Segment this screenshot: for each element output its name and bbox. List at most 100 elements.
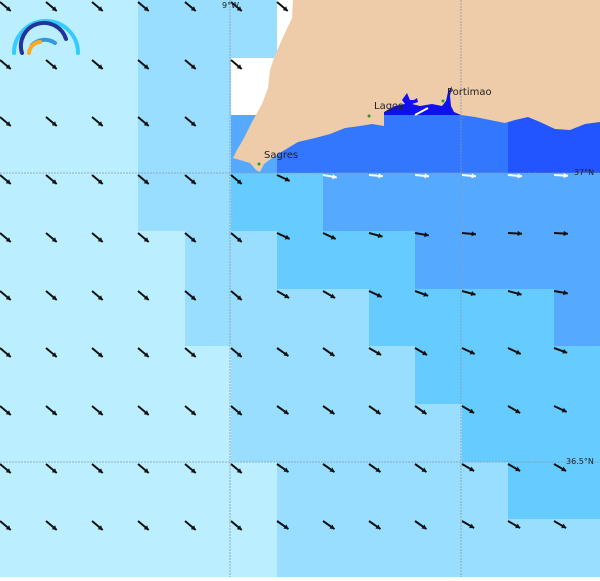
wind-arrow <box>184 116 197 127</box>
wind-arrow <box>184 347 197 358</box>
wind-arrow <box>137 59 150 70</box>
wind-cell <box>462 115 509 174</box>
wind-arrow <box>91 290 104 301</box>
wind-cell <box>462 404 509 463</box>
wind-arrow <box>230 463 243 474</box>
wind-arrow <box>368 347 382 356</box>
wind-arrow <box>230 405 243 416</box>
wind-cell <box>554 519 600 578</box>
wind-arrow <box>368 405 382 415</box>
wind-arrow <box>0 290 12 301</box>
wind-cell <box>415 519 463 578</box>
wind-cell <box>508 404 555 463</box>
bay <box>384 86 461 115</box>
wind-arrow <box>322 347 336 357</box>
wind-arrow <box>276 290 290 299</box>
wind-arrow <box>322 520 336 530</box>
wind-arrow <box>276 463 290 473</box>
latitude-label-36-5: 36.5°N <box>566 457 594 466</box>
wind-arrow <box>184 405 197 416</box>
wind-arrow <box>461 405 475 414</box>
wind-arrow <box>276 347 290 357</box>
wind-arrow <box>137 290 150 301</box>
wind-arrow <box>368 520 382 530</box>
wind-arrow <box>184 1 197 12</box>
wind-arrow <box>461 290 476 297</box>
wind-cell <box>415 173 463 232</box>
wind-cell <box>277 462 324 520</box>
longitude-label: 9°W <box>222 1 239 10</box>
wind-arrow <box>322 290 336 299</box>
wind-cell <box>462 346 509 405</box>
wind-cell <box>462 173 509 232</box>
wind-cell <box>462 231 509 290</box>
wind-cell <box>277 173 324 232</box>
wind-arrow <box>45 1 58 12</box>
wind-cell <box>369 346 416 405</box>
wind-cell <box>554 346 600 405</box>
wind-arrow <box>184 232 197 243</box>
wind-arrow <box>91 463 104 474</box>
wind-arrow <box>0 59 12 70</box>
wind-arrow <box>0 174 12 185</box>
wind-arrow <box>553 463 567 472</box>
wind-cell <box>554 289 600 347</box>
wind-cell <box>508 462 555 520</box>
wind-arrow <box>414 405 428 415</box>
wind-arrow <box>414 520 428 530</box>
wind-arrow <box>414 173 430 179</box>
wind-arrow <box>414 107 429 116</box>
wind-cell <box>415 346 463 405</box>
wind-arrow <box>137 174 150 185</box>
wind-cell <box>462 462 509 520</box>
wind-arrow <box>276 405 290 415</box>
land <box>233 0 600 172</box>
wind-arrow <box>137 116 150 127</box>
wind-cell <box>508 231 555 290</box>
wind-cell <box>323 462 370 520</box>
wind-arrow <box>276 520 290 530</box>
wind-arrow <box>137 1 150 12</box>
wind-cell <box>415 462 463 520</box>
wind-arrow <box>461 231 477 237</box>
wind-arrow <box>276 174 291 182</box>
wind-arrow <box>137 520 150 531</box>
wind-arrow <box>91 232 104 243</box>
wind-cell <box>554 462 600 520</box>
wind-arrow <box>0 347 12 358</box>
wind-arrow <box>184 463 197 474</box>
app-logo-icon <box>12 19 80 55</box>
wind-arrow <box>276 232 291 240</box>
wind-arrow <box>553 405 568 413</box>
wind-arrow <box>0 232 12 243</box>
wind-arrow <box>0 520 12 531</box>
wind-arrow <box>0 1 12 12</box>
wind-arrow <box>553 172 569 179</box>
wind-arrow <box>322 405 336 415</box>
wind-arrow <box>230 347 243 358</box>
wind-arrow <box>414 463 428 473</box>
wind-arrow <box>553 290 568 296</box>
wind-arrow <box>91 347 104 358</box>
place-label-sagres: Sagres <box>264 150 299 161</box>
wind-arrow <box>368 463 382 473</box>
wind-cell <box>323 519 370 578</box>
wind-arrow <box>414 232 429 238</box>
wind-arrow <box>322 463 336 473</box>
wind-arrow <box>230 520 243 531</box>
place-marker <box>367 114 371 118</box>
wind-cell <box>277 346 324 405</box>
wind-arrow <box>0 405 12 416</box>
wind-arrow <box>184 520 197 531</box>
wind-arrow <box>553 347 568 354</box>
place-label-lagos: Lagos <box>374 101 404 112</box>
wind-arrow <box>137 347 150 358</box>
wind-arrow <box>45 116 58 127</box>
wind-arrow <box>507 290 522 297</box>
wind-cell <box>323 173 370 232</box>
wind-arrow <box>91 1 104 12</box>
wind-arrow <box>91 59 104 70</box>
wind-arrow <box>230 232 243 243</box>
